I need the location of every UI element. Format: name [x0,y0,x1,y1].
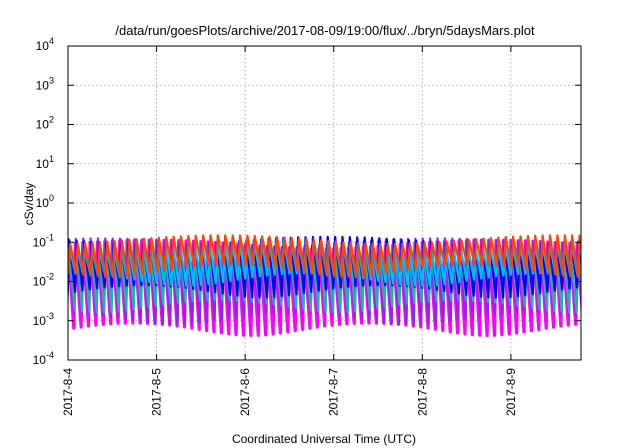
x-axis-label: Coordinated Universal Time (UTC) [232,432,416,446]
chart-title: /data/run/goesPlots/archive/2017-08-09/1… [115,23,535,38]
y-tick-label: 103 [36,75,54,92]
y-tick-label: 102 [36,115,54,132]
x-tick-label: 2017-8-5 [150,368,164,416]
y-axis-label: cSv/day [22,183,36,226]
x-tick-label: 2017-8-9 [504,368,518,416]
x-tick-label: 2017-8-7 [327,368,341,416]
data-series [68,234,581,337]
y-tick-label: 100 [36,193,54,210]
y-axis-ticks: 10-4 10-3 10-2 10-1 100 101 102 103 104 [33,36,581,367]
x-tick-label: 2017-8-8 [415,368,429,416]
x-axis-ticks: 2017-8-4 2017-8-5 2017-8-6 2017-8-7 2017-8-8… [61,46,518,416]
x-tick-label: 2017-8-4 [61,368,75,416]
y-tick-label: 104 [36,36,54,53]
series-line [68,234,581,279]
y-tick-label: 10-3 [33,311,54,328]
x-tick-label: 2017-8-6 [238,368,252,416]
y-tick-label: 10-4 [33,350,54,367]
y-tick-label: 10-2 [33,272,54,289]
y-tick-label: 101 [36,154,54,171]
y-tick-label: 10-1 [33,232,54,249]
